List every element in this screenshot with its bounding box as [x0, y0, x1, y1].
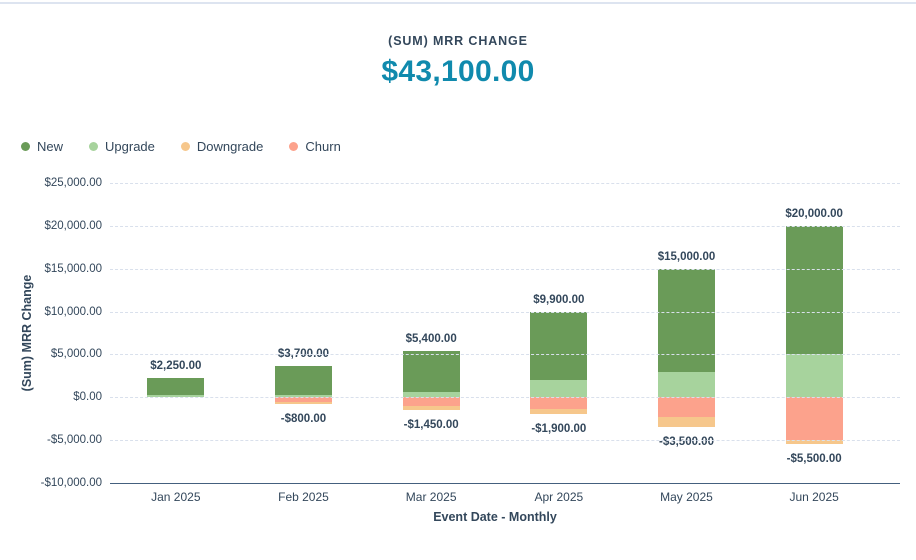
- y-tick-label: $25,000.00: [44, 177, 102, 189]
- x-tick-label: Apr 2025: [534, 490, 584, 504]
- legend-item-upgrade[interactable]: Upgrade: [89, 139, 155, 154]
- x-tick-label: Mar 2025: [405, 490, 457, 504]
- bar-segment-downgrade-may-2025[interactable]: [658, 416, 715, 428]
- bar-positive-total-label: $5,400.00: [405, 333, 457, 345]
- y-tick-label: -$10,000.00: [40, 477, 102, 489]
- legend-dot-icon: [21, 142, 30, 151]
- x-tick-label: May 2025: [660, 490, 713, 504]
- bars-region: $2,250.00 $3,700.00 -$800.00 $5,400.00 -$1,4…: [112, 183, 878, 483]
- card-top-border: [0, 2, 916, 4]
- bar-segment-downgrade-jun-2025[interactable]: [785, 440, 843, 445]
- x-axis-title: Event Date - Monthly: [433, 510, 557, 524]
- bar-segment-upgrade-apr-2025[interactable]: [530, 380, 588, 398]
- legend-dot-icon: [89, 142, 99, 151]
- bar-negative-total-label: -$1,900.00: [531, 422, 587, 435]
- bar-segment-upgrade-jan-2025[interactable]: [147, 395, 205, 398]
- legend: New Upgrade Downgrade Churn: [21, 139, 341, 154]
- bar-segment-upgrade-mar-2025[interactable]: [402, 392, 460, 398]
- bar-segment-churn-apr-2025[interactable]: [530, 397, 588, 410]
- gridline: [110, 311, 900, 313]
- bar-segment-downgrade-feb-2025[interactable]: [275, 401, 332, 405]
- chart-total-value: $43,100.00: [381, 55, 535, 88]
- bar-segment-downgrade-mar-2025[interactable]: [402, 405, 460, 410]
- bar-segment-new-jun-2025[interactable]: [785, 225, 843, 355]
- bar-segment-new-feb-2025[interactable]: [275, 365, 332, 395]
- legend-item-new[interactable]: New: [21, 139, 63, 154]
- y-tick-label: $10,000.00: [44, 305, 102, 318]
- legend-label: Upgrade: [105, 139, 155, 154]
- legend-label: Churn: [305, 139, 341, 154]
- bar-positive-total-label: $3,700.00: [277, 347, 330, 360]
- x-tick-label: Feb 2025: [278, 490, 329, 504]
- legend-label: New: [37, 139, 64, 154]
- plot-area: $2,250.00 $3,700.00 -$800.00 $5,400.00 -$1,4…: [41, 177, 900, 504]
- bar-segment-churn-mar-2025[interactable]: [402, 397, 460, 406]
- bar-positive-total-label: $15,000.00: [657, 250, 716, 263]
- bar-segment-upgrade-feb-2025[interactable]: [275, 394, 332, 398]
- x-tick-label: Jan 2025: [151, 490, 201, 504]
- bar-segment-upgrade-may-2025[interactable]: [658, 371, 715, 398]
- legend-item-churn[interactable]: Churn: [289, 139, 341, 154]
- y-axis-title: (Sum) MRR Change: [20, 274, 34, 392]
- bar-segment-new-may-2025[interactable]: [658, 268, 715, 372]
- bar-segment-downgrade-apr-2025[interactable]: [530, 409, 588, 414]
- gridline: [110, 397, 900, 399]
- bar-negative-total-label: -$800.00: [280, 413, 327, 426]
- x-axis-line: [110, 483, 900, 484]
- gridline: [110, 183, 900, 184]
- bar-segment-churn-feb-2025[interactable]: [275, 397, 332, 402]
- chart-title: (SUM) MRR CHANGE: [388, 34, 528, 48]
- gridline: [110, 354, 900, 356]
- y-tick-label: $5,000.00: [50, 348, 102, 361]
- bar-segment-upgrade-jun-2025[interactable]: [785, 354, 843, 398]
- gridline: [110, 268, 900, 270]
- bar-negative-total-label: -$3,500.00: [658, 436, 714, 449]
- bar-negative-total-label: -$5,500.00: [786, 453, 842, 466]
- y-tick-label: $0.00: [73, 391, 102, 404]
- legend-dot-icon: [180, 142, 190, 151]
- legend-dot-icon: [289, 142, 299, 151]
- bar-segment-new-jan-2025[interactable]: [147, 378, 205, 396]
- bar-segment-new-apr-2025[interactable]: [530, 312, 588, 381]
- bar-positive-total-label: $2,250.00: [150, 360, 202, 372]
- legend-item-downgrade[interactable]: Downgrade: [180, 139, 264, 154]
- y-tick-label: -$5,000.00: [47, 434, 102, 447]
- y-tick-label: $15,000.00: [44, 262, 102, 275]
- bar-segment-new-mar-2025[interactable]: [402, 351, 460, 393]
- legend-label: Downgrade: [196, 139, 264, 154]
- gridline: [110, 225, 900, 227]
- gridline: [110, 440, 900, 442]
- y-tick-label: $20,000.00: [44, 219, 102, 232]
- bar-positive-total-label: $20,000.00: [785, 207, 843, 220]
- bar-positive-total-label: $9,900.00: [533, 294, 585, 307]
- bar-segment-churn-may-2025[interactable]: [658, 397, 715, 417]
- x-tick-label: Jun 2025: [789, 490, 839, 504]
- bar-negative-total-label: -$1,450.00: [403, 418, 459, 431]
- bar-segment-churn-jun-2025[interactable]: [785, 397, 843, 441]
